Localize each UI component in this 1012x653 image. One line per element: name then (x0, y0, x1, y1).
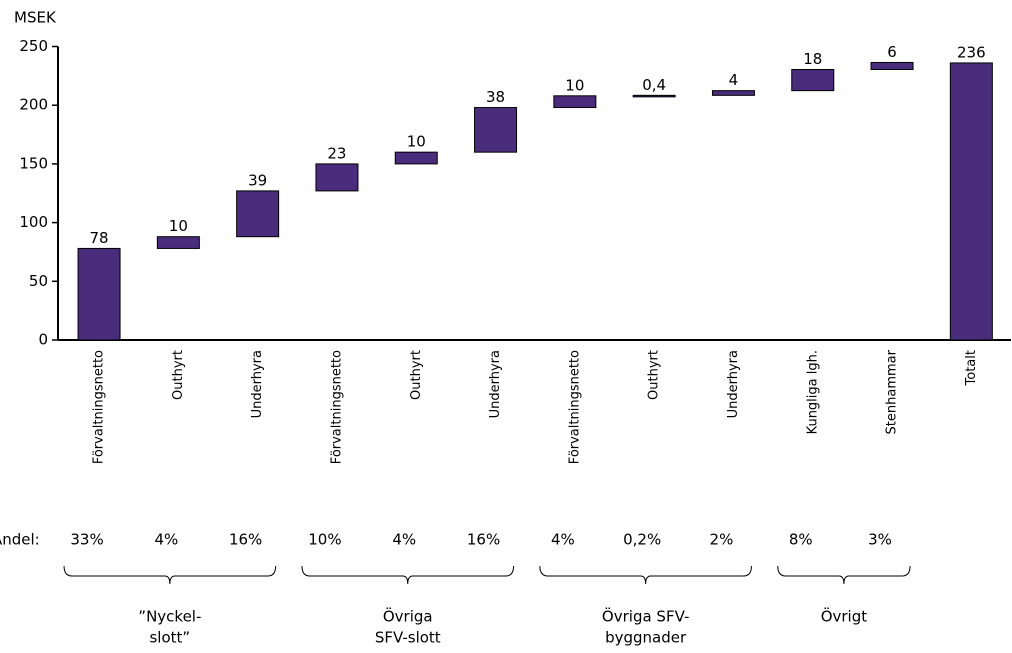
bar (315, 163, 359, 192)
group-bracket (539, 565, 752, 585)
share-title: Andel: (0, 531, 40, 549)
x-tick-label: Outhyrt (647, 350, 662, 400)
x-tick-label: Förvaltningsnetto (329, 350, 344, 464)
bar (156, 236, 200, 249)
value-label: 10 (169, 217, 188, 235)
y-tick-label: 250 (19, 37, 48, 55)
group-label: SFV-slott (375, 629, 441, 647)
y-axis-label: MSEK (14, 9, 57, 27)
share-label: 3% (868, 531, 892, 549)
share-label: 0,2% (623, 531, 661, 549)
group-label: Övriga SFV- (602, 607, 689, 626)
group-label: slott” (149, 629, 190, 647)
group-label: Övrigt (821, 607, 868, 626)
bar (394, 151, 438, 165)
group-bracket (63, 565, 277, 585)
x-tick-label: Stenhammar (885, 349, 900, 434)
value-label: 38 (486, 88, 505, 106)
group-bracket (777, 565, 911, 585)
value-label: 18 (803, 50, 822, 68)
bar (711, 90, 755, 96)
y-tick-label: 150 (19, 154, 48, 172)
bar (791, 69, 835, 92)
value-label: 6 (887, 43, 897, 61)
share-label: 4% (551, 531, 575, 549)
share-label: 16% (229, 531, 262, 549)
y-tick-label: 200 (19, 96, 48, 114)
value-label: 78 (90, 229, 109, 247)
share-label: 33% (70, 531, 103, 549)
bar (949, 62, 993, 341)
value-label: 10 (565, 76, 584, 94)
share-label: 4% (392, 531, 416, 549)
x-tick-label: Förvaltningsnetto (567, 350, 582, 464)
share-label: 10% (308, 531, 341, 549)
x-tick-label: Totalt (964, 350, 979, 386)
value-label: 4 (729, 71, 739, 89)
share-label: 2% (710, 531, 734, 549)
y-tick-label: 100 (19, 213, 48, 231)
bar (474, 107, 518, 153)
bar (870, 61, 914, 71)
x-tick-label: Outhyrt (171, 350, 186, 400)
x-tick-label: Underhyra (488, 350, 503, 418)
group-label: ”Nyckel- (138, 608, 201, 626)
value-label: 10 (407, 133, 426, 151)
bar (236, 190, 280, 238)
share-label: 4% (154, 531, 178, 549)
x-tick-label: Förvaltningsnetto (92, 350, 107, 464)
y-tick-label: 50 (29, 272, 48, 290)
group-bracket (301, 565, 515, 585)
x-tick-label: Underhyra (250, 350, 265, 418)
value-label: 0,4 (642, 76, 666, 94)
group-label: byggnader (605, 629, 687, 647)
value-label: 23 (327, 144, 346, 162)
value-label: 236 (957, 43, 986, 61)
bar (77, 247, 121, 341)
bar (553, 95, 597, 109)
y-tick-label: 0 (38, 331, 48, 349)
share-label: 8% (789, 531, 813, 549)
group-label: Övriga (383, 607, 433, 626)
value-label: 39 (248, 171, 267, 189)
bar (632, 94, 676, 98)
share-label: 16% (467, 531, 500, 549)
x-tick-label: Kungliga lgh. (805, 350, 820, 434)
x-tick-label: Outhyrt (409, 350, 424, 400)
x-tick-label: Underhyra (726, 350, 741, 418)
